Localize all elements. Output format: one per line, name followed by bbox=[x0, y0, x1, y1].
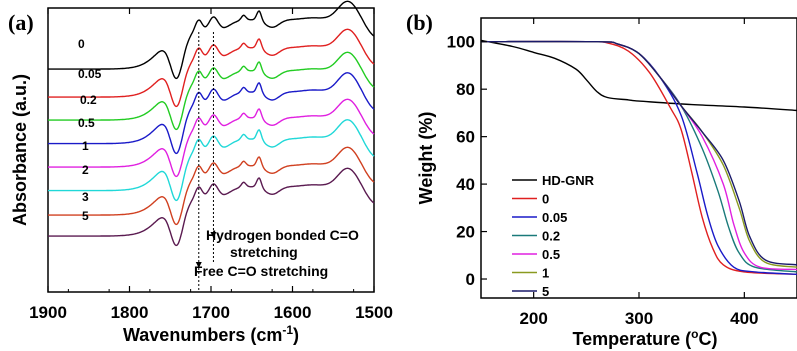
legend-label: 0.2 bbox=[542, 229, 560, 244]
ftir-series-0-05 bbox=[48, 28, 375, 108]
legend-label: HD-GNR bbox=[542, 173, 595, 188]
tga-curves bbox=[480, 39, 797, 275]
ftir-series-labels: 0 0.05 0.2 0.5 1 2 3 5 bbox=[78, 37, 102, 223]
ftir-series-0 bbox=[48, 0, 375, 80]
legend-label: 0.5 bbox=[542, 247, 560, 262]
annotation-h-bonded-2: stretching bbox=[230, 244, 298, 260]
ftir-x-tick-label: 1700 bbox=[192, 303, 230, 322]
tga-y-axis-title: Weight (%) bbox=[416, 112, 436, 205]
annotation-h-bonded: Hydrogen bonded C=O bbox=[206, 227, 359, 243]
ftir-series-label: 3 bbox=[82, 190, 89, 204]
ftir-series-1 bbox=[48, 98, 375, 178]
tga-y-tick-label: 20 bbox=[456, 223, 475, 242]
tga-y-tick-label: 100 bbox=[447, 33, 475, 52]
ftir-series-0-5 bbox=[48, 72, 375, 155]
tga-x-tick-label: 200 bbox=[519, 309, 547, 328]
tga-y-tick-label: 80 bbox=[456, 80, 475, 99]
arrow-head bbox=[195, 262, 202, 268]
tga-x-tick-label: 400 bbox=[730, 309, 758, 328]
panel-label-b: (b) bbox=[406, 10, 433, 35]
tga-panel: (b) 200 300 400 0 20 40 60 80 100 HD-GNR 0 0.05 0.… bbox=[406, 10, 797, 349]
arrow-head bbox=[210, 232, 217, 238]
ftir-series-label: 0.2 bbox=[80, 93, 97, 107]
ftir-series-label: 0.05 bbox=[78, 67, 102, 81]
tga-y-tick-label: 60 bbox=[456, 128, 475, 147]
tga-series-1 bbox=[480, 40, 797, 268]
ftir-curves bbox=[48, 0, 375, 247]
tga-series-hd-gnr bbox=[480, 39, 797, 112]
ftir-x-tick-label: 1800 bbox=[111, 303, 149, 322]
tga-y-tick-label: 0 bbox=[466, 270, 475, 289]
ftir-x-tick-label: 1500 bbox=[355, 303, 393, 322]
ftir-x-tick-label: 1900 bbox=[29, 303, 67, 322]
tga-y-tick-label: 40 bbox=[456, 175, 475, 194]
annotation-free: Free C=O stretching bbox=[194, 263, 328, 279]
tga-y-ticks: 0 20 40 60 80 100 bbox=[447, 33, 487, 289]
ftir-x-ticks: 1900 1800 1700 1600 1500 bbox=[29, 8, 393, 322]
panel-label-a: (a) bbox=[8, 10, 34, 35]
ftir-series-label: 0.5 bbox=[78, 116, 95, 130]
legend-label: 1 bbox=[542, 266, 549, 281]
ftir-series-label: 5 bbox=[82, 209, 89, 223]
ftir-frame bbox=[47, 7, 375, 293]
tga-x-ticks: 200 300 400 bbox=[519, 18, 759, 328]
ftir-series-0-2 bbox=[48, 51, 375, 131]
tga-series-0 bbox=[480, 40, 797, 275]
ftir-series-label: 1 bbox=[82, 139, 89, 153]
tga-series-0-05 bbox=[480, 40, 797, 275]
legend-label: 0.05 bbox=[542, 210, 567, 225]
tga-series-5 bbox=[480, 40, 797, 266]
ftir-panel: (a) 0 0.05 0.2 0.5 1 2 3 5 1900 1800 1700 1600 1500… bbox=[8, 0, 393, 345]
ftir-x-axis-title: Wavenumbers (cm-1) bbox=[123, 323, 299, 345]
legend-label: 5 bbox=[542, 284, 549, 299]
tga-x-axis-title: Temperature (oC) bbox=[572, 327, 717, 349]
ftir-series-2 bbox=[48, 119, 375, 202]
ftir-series-3 bbox=[48, 146, 375, 226]
ftir-y-axis-title: Absorbance (a.u.) bbox=[10, 74, 30, 226]
tga-x-tick-label: 300 bbox=[625, 309, 653, 328]
tga-legend: HD-GNR 0 0.05 0.2 0.5 1 5 bbox=[512, 173, 595, 299]
ftir-series-label: 0 bbox=[78, 37, 85, 51]
ftir-x-tick-label: 1600 bbox=[274, 303, 312, 322]
ftir-series-5 bbox=[48, 167, 375, 247]
legend-label: 0 bbox=[542, 192, 549, 207]
ftir-series-label: 2 bbox=[82, 163, 89, 177]
